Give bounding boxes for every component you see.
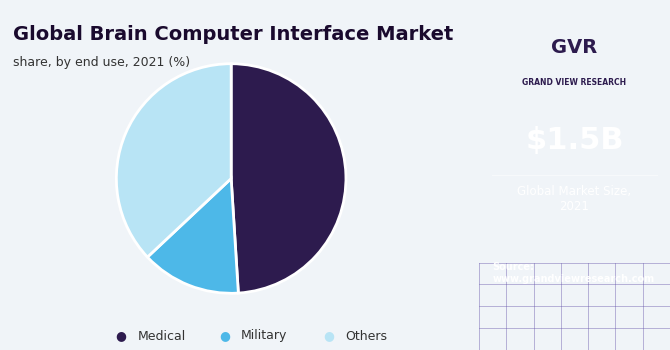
Text: Military: Military xyxy=(241,329,287,343)
Text: share, by end use, 2021 (%): share, by end use, 2021 (%) xyxy=(13,56,190,69)
Wedge shape xyxy=(147,178,239,293)
Text: Global Market Size,
2021: Global Market Size, 2021 xyxy=(517,186,632,214)
Text: GVR: GVR xyxy=(551,38,598,57)
Text: ●: ● xyxy=(219,329,230,343)
Text: ●: ● xyxy=(323,329,334,343)
Text: $1.5B: $1.5B xyxy=(525,126,624,154)
Text: Source:
www.grandviewresearch.com: Source: www.grandviewresearch.com xyxy=(492,262,655,284)
Text: Others: Others xyxy=(345,329,387,343)
Text: Global Brain Computer Interface Market: Global Brain Computer Interface Market xyxy=(13,25,454,43)
Text: GRAND VIEW RESEARCH: GRAND VIEW RESEARCH xyxy=(523,78,626,87)
Text: ●: ● xyxy=(115,329,126,343)
Wedge shape xyxy=(231,64,346,293)
Text: Medical: Medical xyxy=(137,329,186,343)
Wedge shape xyxy=(117,64,231,257)
